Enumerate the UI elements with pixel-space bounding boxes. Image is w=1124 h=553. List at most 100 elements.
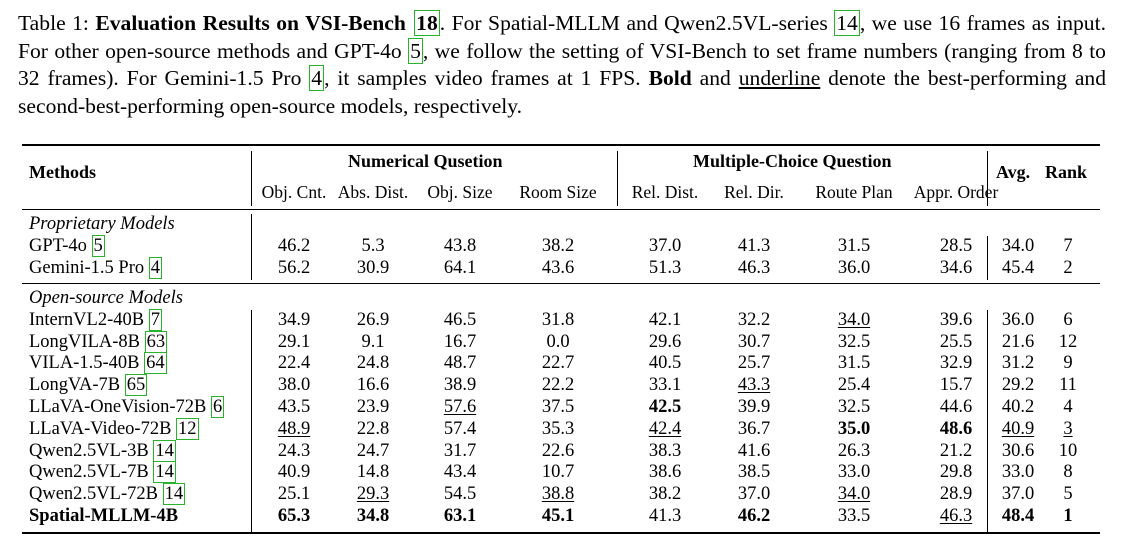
caption-text-3: , we follow the setting of VSI-Bench to … <box>18 38 1106 91</box>
citation-ref[interactable]: 64 <box>144 352 167 375</box>
caption-text-5: and <box>691 66 739 90</box>
method-name: VILA-1.5-40B 64 <box>29 352 167 375</box>
avg-cell: 31.2 <box>1001 353 1035 374</box>
score-cell: 25.7 <box>737 353 771 374</box>
caption-ref-18[interactable]: 18 <box>414 10 440 36</box>
score-cell: 43.6 <box>541 257 575 278</box>
column-header: Route Plan <box>815 182 893 202</box>
citation-ref[interactable]: 5 <box>91 234 105 257</box>
score-cell: 24.8 <box>356 353 390 374</box>
score-cell: 56.2 <box>277 257 311 278</box>
score-cell: 48.7 <box>443 353 477 374</box>
header-sep-3 <box>987 151 988 206</box>
score-cell: 37.5 <box>541 397 575 417</box>
rank-cell: 4 <box>1063 397 1073 417</box>
score-cell: 38.6 <box>648 462 682 483</box>
caption-text-1: . For Spatial-MLLM and Qwen2.5VL-series <box>439 11 835 35</box>
header-group-numerical: Numerical Qusetion <box>348 151 503 171</box>
score-cell: 33.0 <box>837 462 871 483</box>
score-cell: 43.8 <box>443 235 477 256</box>
score-cell: 35.3 <box>541 418 575 439</box>
score-cell: 43.5 <box>277 397 311 417</box>
table-caption: Table 1: Evaluation Results on VSI-Bench… <box>18 10 1106 120</box>
column-header: Abs. Dist. <box>337 182 409 202</box>
citation-ref[interactable]: 6 <box>210 396 225 418</box>
score-cell: 31.7 <box>443 440 477 461</box>
rank-cell: 9 <box>1063 353 1073 374</box>
citation-ref[interactable]: 65 <box>124 374 148 397</box>
score-cell: 14.8 <box>356 462 390 483</box>
citation-ref[interactable]: 63 <box>144 330 168 353</box>
caption-ref-14[interactable]: 14 <box>834 10 860 36</box>
avg-cell: 40.2 <box>1001 397 1035 417</box>
top-rule <box>22 144 1100 146</box>
score-cell: 48.9 <box>277 418 311 439</box>
citation-ref[interactable]: 14 <box>153 461 176 484</box>
citation-ref[interactable]: 14 <box>162 483 186 506</box>
score-cell: 42.1 <box>648 309 682 330</box>
citation-ref[interactable]: 14 <box>153 439 176 462</box>
score-cell: 32.5 <box>837 397 871 417</box>
score-cell: 38.5 <box>737 462 771 483</box>
caption-text-2: , we use 16 frames as input. For other o… <box>18 11 1107 63</box>
score-cell: 26.3 <box>837 440 871 461</box>
avg-cell: 48.4 <box>1001 506 1035 526</box>
body-separator <box>987 310 988 532</box>
rank-cell: 7 <box>1063 235 1073 256</box>
section-label: Open-source Models <box>29 288 183 308</box>
method-name: InternVL2-40B 7 <box>29 308 162 331</box>
avg-cell: 45.4 <box>1001 257 1035 278</box>
column-header: Room Size <box>519 182 597 202</box>
score-cell: 57.4 <box>443 418 477 439</box>
score-cell: 43.3 <box>737 375 771 396</box>
caption-label: Table 1: <box>18 11 89 35</box>
score-cell: 39.6 <box>939 309 973 330</box>
score-cell: 39.9 <box>737 397 771 417</box>
score-cell: 22.8 <box>356 418 390 439</box>
caption-ref-4[interactable]: 4 <box>309 65 325 91</box>
score-cell: 26.9 <box>356 309 390 330</box>
score-cell: 22.6 <box>541 440 575 461</box>
method-name: Spatial-MLLM-4B <box>29 506 179 526</box>
score-cell: 28.9 <box>939 484 973 505</box>
method-name: LLaVA-Video-72B 12 <box>29 417 199 440</box>
score-cell: 34.8 <box>356 506 390 526</box>
score-cell: 46.2 <box>277 235 311 256</box>
score-cell: 38.8 <box>541 484 575 505</box>
score-cell: 32.2 <box>737 309 771 330</box>
header-avg: Avg. <box>996 162 1031 182</box>
header-rule <box>22 209 1100 210</box>
header-methods: Methods <box>29 162 96 182</box>
column-header: Rel. Dist. <box>631 182 699 202</box>
citation-ref[interactable]: 12 <box>176 417 199 440</box>
score-cell: 37.0 <box>737 484 771 505</box>
avg-cell: 34.0 <box>1001 235 1035 256</box>
column-header: Appr. Order <box>913 182 999 202</box>
rank-cell: 5 <box>1063 484 1073 505</box>
score-cell: 35.0 <box>837 418 871 439</box>
column-header: Obj. Size <box>427 182 493 202</box>
score-cell: 32.9 <box>939 353 973 374</box>
score-cell: 16.7 <box>443 331 477 352</box>
score-cell: 46.3 <box>737 257 771 278</box>
caption-ref-5[interactable]: 5 <box>408 37 423 64</box>
score-cell: 30.7 <box>737 331 771 352</box>
score-cell: 63.1 <box>443 506 477 526</box>
score-cell: 46.5 <box>443 309 477 330</box>
method-name: Qwen2.5VL-72B 14 <box>29 483 186 506</box>
score-cell: 38.2 <box>541 235 575 256</box>
score-cell: 38.2 <box>648 484 682 505</box>
avg-cell: 29.2 <box>1001 375 1035 396</box>
method-name: Qwen2.5VL-3B 14 <box>29 439 176 462</box>
score-cell: 46.3 <box>939 506 973 526</box>
caption-underline-word: underline <box>738 66 821 90</box>
citation-ref[interactable]: 7 <box>148 308 162 331</box>
section-label: Proprietary Models <box>29 214 175 234</box>
avg-cell: 37.0 <box>1001 484 1035 505</box>
score-cell: 40.9 <box>277 462 311 483</box>
score-cell: 16.6 <box>356 375 390 396</box>
score-cell: 41.3 <box>648 506 682 526</box>
citation-ref[interactable]: 4 <box>148 256 162 279</box>
score-cell: 38.9 <box>443 375 477 396</box>
score-cell: 44.6 <box>939 397 973 417</box>
